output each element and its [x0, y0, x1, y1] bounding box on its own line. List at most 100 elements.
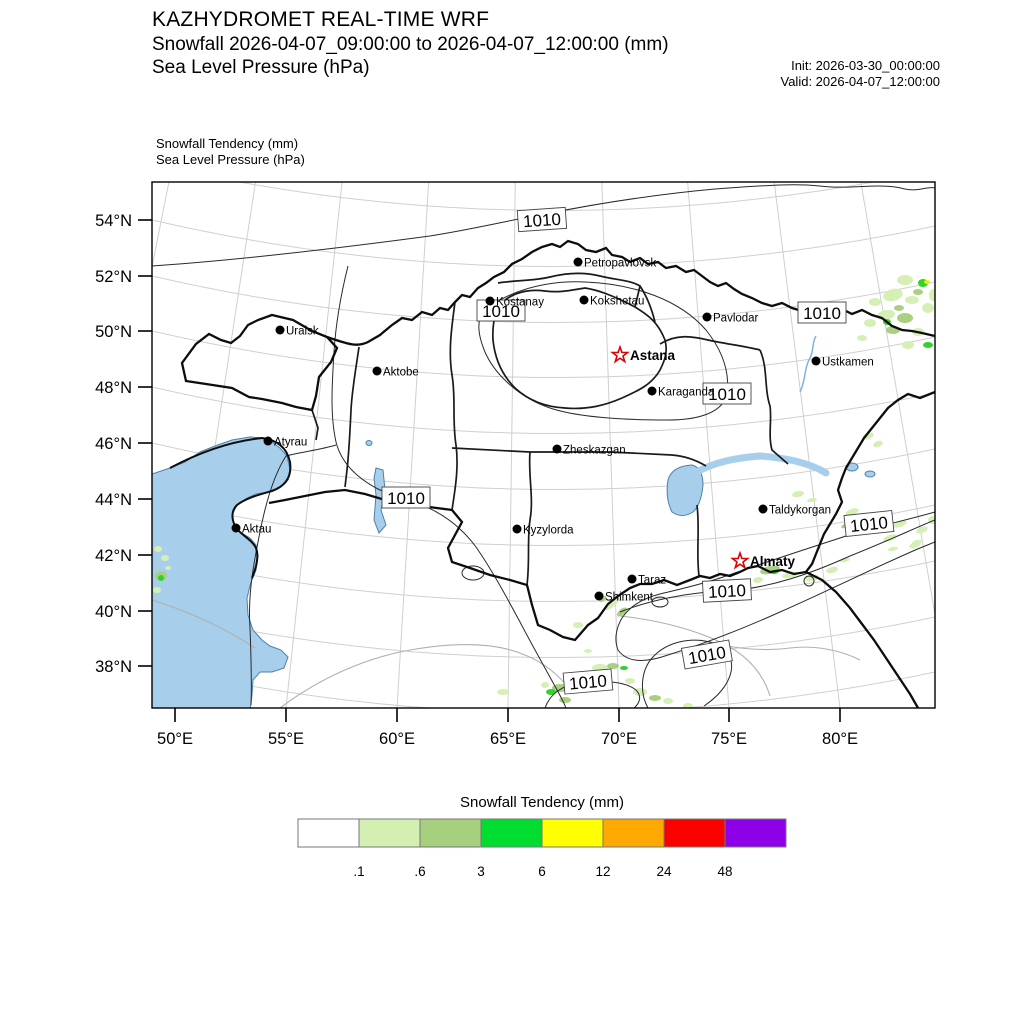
- snowfall-patch: [599, 596, 607, 602]
- snowfall-patch: [922, 303, 934, 313]
- city-label: Almaty: [750, 554, 796, 569]
- graticule-meridian: [601, 182, 620, 708]
- title-block: KAZHYDROMET REAL-TIME WRF Snowfall 2026-…: [152, 7, 669, 79]
- snowfall-patch: [807, 497, 817, 503]
- city-dot-icon: [372, 366, 382, 376]
- isobar-label-text: 1010: [482, 302, 520, 321]
- capital-star-icon: [730, 550, 750, 570]
- snowfall-patch: [153, 587, 161, 593]
- snowfall-patch: [857, 335, 867, 341]
- snowfall-patch: [573, 622, 583, 628]
- isobar-label-box: [797, 301, 847, 324]
- city-dot-icon: [573, 257, 583, 267]
- colorbar-tick-label: 12: [595, 864, 610, 879]
- isobar-label: 1010: [843, 510, 895, 537]
- graticule-parallel: [152, 498, 935, 547]
- init-time: Init: 2026-03-30_00:00:00: [791, 58, 940, 73]
- lon-tick-label: 50°E: [157, 730, 193, 748]
- city-label: Petropavlovsk: [584, 258, 656, 270]
- isobar-label: 1010: [680, 639, 733, 670]
- aral-sea: [373, 467, 387, 534]
- city-dot-icon: [485, 296, 495, 306]
- snowfall-patch: [826, 566, 838, 574]
- graticule-parallel: [152, 219, 935, 268]
- isobar-label-box: [381, 486, 431, 509]
- subtitle-pressure: Sea Level Pressure (hPa): [152, 56, 370, 78]
- snowfall-patch: [625, 678, 635, 684]
- city-dot-icon: [702, 312, 712, 322]
- city-dot-icon: [275, 325, 285, 335]
- city-marker-petropavlovsk: Petropavlovsk: [573, 257, 656, 270]
- snowfall-patch: [663, 698, 673, 704]
- field-legend: Snowfall Tendency (mm) Sea Level Pressur…: [156, 136, 305, 169]
- snowfall-patch: [902, 341, 914, 349]
- snowfall-patch: [869, 298, 881, 306]
- lake-sasykkol: [864, 470, 876, 478]
- city-dot-icon: [594, 591, 604, 601]
- isobar-label: 1010: [701, 578, 752, 603]
- city-dot-icon: [552, 444, 562, 454]
- lon-tick-label: 60°E: [379, 730, 415, 748]
- lat-tick-label: 38°N: [95, 658, 132, 676]
- snowfall-patch: [620, 666, 628, 670]
- isobar-label-box: [516, 206, 568, 233]
- isobar-label-box: [843, 510, 895, 537]
- snowfall-patch: [158, 575, 164, 581]
- lat-tick-label: 44°N: [95, 491, 132, 509]
- city-marker-aktau: Aktau: [231, 523, 271, 536]
- graticule-parallel: [236, 182, 877, 212]
- city-marker-astana: Astana: [610, 344, 676, 364]
- caspian-sea: [152, 436, 291, 708]
- lat-tick-label: 52°N: [95, 268, 132, 286]
- city-marker-aktobe: Aktobe: [372, 366, 419, 379]
- city-marker-shimkent: Shimkent: [594, 591, 654, 604]
- graticule-parallel: [152, 665, 935, 708]
- snowfall-patch: [897, 313, 913, 323]
- snowfall-patch: [883, 288, 903, 302]
- lat-tick-label: 46°N: [95, 435, 132, 453]
- snowfall-patch: [883, 534, 897, 542]
- graticule-meridian: [773, 182, 841, 708]
- subtitle-snowfall: Snowfall 2026-04-07_09:00:00 to 2026-04-…: [152, 33, 669, 55]
- lake-balkhash: [666, 464, 704, 516]
- map-frame: [151, 181, 936, 709]
- colorbar-tick-label: 24: [656, 864, 672, 879]
- lon-tick-label: 70°E: [601, 730, 637, 748]
- colorbar-tick-label: .1: [353, 864, 364, 879]
- snowfall-patch: [845, 508, 859, 516]
- city-marker-atyrau: Atyrau: [263, 436, 307, 449]
- colorbar-cell: [724, 818, 787, 848]
- isobar-label-text: 1010: [523, 210, 562, 232]
- city-dot-icon: [627, 574, 637, 584]
- isobar-label: 1010: [516, 206, 568, 233]
- city-label: Kokshetau: [590, 296, 644, 308]
- isobar-label-text: 1010: [849, 513, 889, 536]
- small-lake: [365, 440, 373, 446]
- snowfall-patch: [905, 296, 919, 304]
- lon-tick-label: 55°E: [268, 730, 304, 748]
- snowfall-patch: [864, 319, 876, 327]
- graticule-meridian: [687, 182, 730, 708]
- graticule-parallel: [152, 554, 935, 603]
- colorbar-tick-label: .6: [414, 864, 425, 879]
- lat-tick-label: 40°N: [95, 603, 132, 621]
- city-label: Taraz: [638, 575, 666, 587]
- colorbar-title: Snowfall Tendency (mm): [460, 794, 624, 811]
- longitude-axis: 50°E 55°E 60°E 65°E 70°E 75°E 80°E: [157, 708, 858, 748]
- snowfall-patch: [916, 526, 928, 534]
- isobar-label-box: [680, 639, 733, 670]
- snowfall-patch: [897, 275, 913, 285]
- capital-star-icon: [610, 344, 630, 364]
- city-dot-icon: [263, 436, 273, 446]
- isobar-label-box: [562, 668, 614, 695]
- isobar-label-box: [701, 578, 752, 603]
- snowfall-patch: [154, 546, 162, 552]
- city-label: Aktobe: [383, 367, 419, 379]
- city-marker-zheskazgan: Zheskazgan: [552, 444, 626, 457]
- city-marker-taraz: Taraz: [627, 574, 666, 587]
- snowfall-patch: [541, 682, 549, 688]
- snowfall-patch: [928, 516, 935, 524]
- isobar-label-text: 1010: [708, 385, 746, 404]
- lake-balkhash-arm: [693, 452, 830, 477]
